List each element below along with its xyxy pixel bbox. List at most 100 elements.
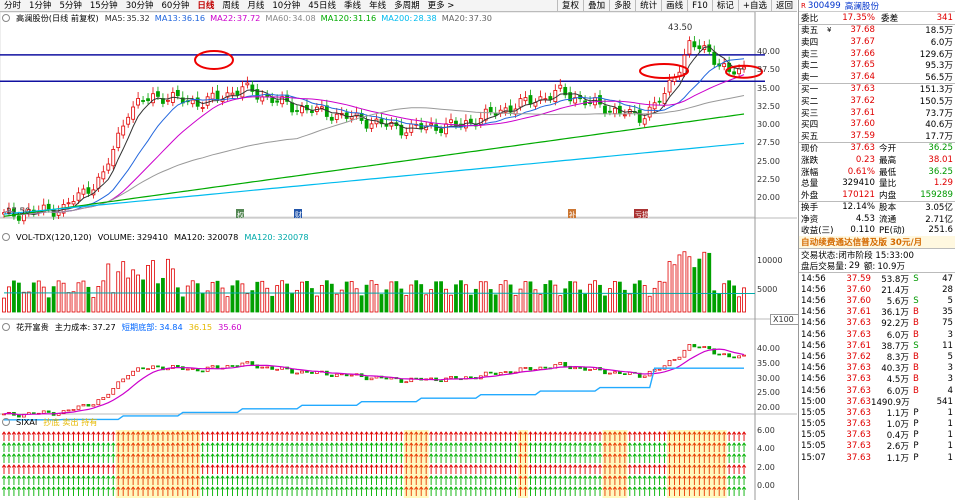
signal-arrow [473,431,478,441]
tick-row[interactable]: 14:56 37.62 8.3万 B 5 [799,351,955,363]
kline-chart-svg[interactable]: 权财补亏损 [0,12,797,500]
signal-arrow [6,431,12,441]
tick-volume: 40.3万 [881,364,909,375]
volume-bar [255,281,260,313]
tick-price: 37.63 [846,419,871,430]
toolbar-button-4[interactable]: 画线 [661,0,687,12]
candle-body [200,107,205,109]
tick-row[interactable]: 15:05 37.63 1.1万 P 1 [799,407,955,419]
period-tab-2[interactable]: 5分钟 [59,0,82,11]
tick-row[interactable]: 14:56 37.63 6.0万 B 4 [799,385,955,397]
bid-row[interactable]: 买四 37.60 40.6万 [799,118,955,130]
period-tab-6[interactable]: 日线 [197,0,215,11]
tick-row[interactable]: 14:56 37.63 40.3万 B 3 [799,363,955,374]
ask-row[interactable]: 卖一 37.64 56.5万 [799,71,955,83]
volume-bar [702,251,707,313]
period-tab-14[interactable]: 更多 > [427,0,455,11]
signal-arrow [473,464,478,474]
tick-row[interactable]: 14:56 37.63 6.0万 B 3 [799,329,955,341]
signal-arrow [225,464,230,474]
tick-row[interactable]: 14:56 37.60 5.6万 S 5 [799,295,955,307]
cost-candle [692,344,697,348]
tick-row[interactable]: 14:56 37.59 53.8万 S 47 [799,273,955,285]
tick-row[interactable]: 15:07 37.63 1.1万 P 1 [799,452,955,464]
ask-row[interactable]: 卖二 37.65 95.3万 [799,59,955,71]
candle-body [682,54,687,74]
tick-row[interactable]: 14:56 37.63 92.2万 B 75 [799,318,955,329]
signal-arrow [424,475,429,485]
ad-row[interactable]: 自动续费通达信普及版 30元/月 [799,236,955,248]
tick-list[interactable]: 14:56 37.59 53.8万 S 47 14:56 37.60 21.4万 28 14:56… [799,273,955,464]
bid-row[interactable]: 买一 37.63 151.3万 [799,84,955,95]
period-tab-9[interactable]: 10分钟 [272,0,301,11]
toolbar-button-8[interactable]: 返回 [770,0,797,12]
hold-band [418,430,424,498]
toolbar-button-1[interactable]: 叠加 [583,0,609,12]
signal-arrow [175,431,180,441]
period-tab-1[interactable]: 1分钟 [29,0,52,11]
signal-arrow [592,442,598,452]
settings-icon[interactable] [2,418,10,426]
tick-row[interactable]: 14:56 37.63 4.5万 B 3 [799,374,955,385]
toolbar-button-6[interactable]: 标记 [711,0,738,12]
volume-bar [627,293,632,313]
period-tab-12[interactable]: 年线 [369,0,387,11]
period-tab-11[interactable]: 季线 [344,0,362,11]
period-tab-4[interactable]: 30分钟 [125,0,154,11]
period-tab-8[interactable]: 月线 [247,0,265,11]
toolbar-button-5[interactable]: F10 [687,0,712,12]
tick-volume: 36.1万 [881,308,909,319]
tick-price: 37.62 [846,351,871,362]
period-tab-13[interactable]: 多周期 [394,0,420,11]
signal-arrow [712,442,717,452]
hold-band [403,430,409,498]
period-tab-5[interactable]: 60分钟 [161,0,190,11]
signal-arrow [707,431,712,441]
tick-row[interactable]: 15:05 37.63 2.6万 P 1 [799,441,955,452]
volume-bar [175,287,180,313]
signal-arrow [140,442,146,452]
tick-row[interactable]: 15:05 37.63 1.0万 P 1 [799,419,955,430]
ma22-line [3,74,745,216]
volume-bar [508,284,513,313]
cost-candle [126,375,131,380]
settings-icon[interactable] [2,323,10,331]
candle-body [737,68,741,75]
toolbar-button-3[interactable]: 统计 [635,0,661,12]
volume-bar [429,289,434,313]
period-tab-10[interactable]: 45日线 [308,0,337,11]
period-tab-7[interactable]: 周线 [222,0,240,11]
ad-price[interactable]: 30元/月 [889,238,923,249]
bid-row[interactable]: 买五 37.59 17.7万 [799,130,955,142]
tick-row[interactable]: 14:56 37.60 21.4万 28 [799,284,955,296]
ask-row[interactable]: 卖三 37.66 129.6万 [799,48,955,60]
signal-arrow [76,464,81,474]
bid-row[interactable]: 买二 37.62 150.5万 [799,95,955,107]
signal-arrow [349,431,354,441]
tick-row[interactable]: 14:56 37.61 38.7万 S 11 [799,340,955,352]
settings-icon[interactable] [2,14,10,22]
volume-bar [161,277,165,313]
signal-arrow [195,464,200,474]
period-tab-0[interactable]: 分时 [4,0,22,11]
candle-body [558,84,563,89]
volume-bar [86,286,91,313]
settings-icon[interactable] [2,233,10,241]
toolbar-button-0[interactable]: 复权 [557,0,583,12]
ask-row[interactable]: 卖四 37.67 6.0万 [799,36,955,48]
signal-arrow [409,486,414,496]
period-tab-3[interactable]: 15分钟 [89,0,118,11]
bid-row[interactable]: 买三 37.61 73.7万 [799,107,955,119]
tick-row[interactable]: 15:05 37.63 0.4万 P 1 [799,430,955,441]
toolbar-button-2[interactable]: 多股 [609,0,635,12]
signal-arrow [1,475,7,485]
toolbar-button-7[interactable]: +自选 [737,0,771,12]
tick-row[interactable]: 14:56 37.61 36.1万 B 35 [799,307,955,318]
chart-area[interactable]: 权财补亏损 高澜股份(日线 前复权) MA5:35.32 MA13:36.16 MA… [0,12,808,500]
ask-row[interactable]: 卖五 ¥37.68 18.5万 [799,25,955,36]
signal-arrow [145,431,151,441]
ad-text[interactable]: 自动续费通达信普及版 [801,238,887,249]
tick-row[interactable]: 15:00 37.63 1490.9万 541 [799,396,955,408]
candle-body [265,94,270,97]
signal-arrow [394,442,399,452]
